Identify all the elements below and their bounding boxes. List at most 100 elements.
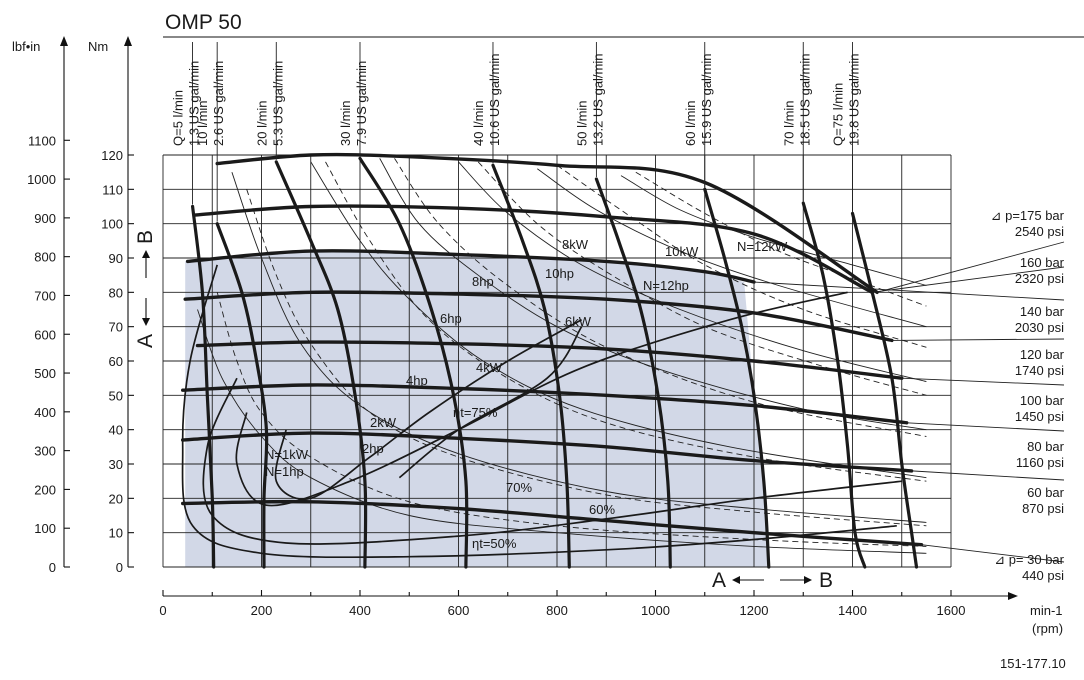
flow-label-lmin: 70 l/min — [781, 100, 796, 146]
pressure-curve — [183, 290, 894, 343]
flow-curve — [274, 160, 368, 569]
flow-label-lmin: 60 l/min — [683, 100, 698, 146]
lbf-tick-label: 500 — [34, 366, 56, 381]
power-kw-label: 6kW — [565, 314, 592, 329]
pressure-label-bar: 100 bar — [1020, 393, 1065, 408]
lbf-tick-label: 400 — [34, 405, 56, 420]
nm-tick-label: 120 — [101, 148, 123, 163]
x-axis-label: min-1 — [1030, 603, 1063, 618]
lbf-tick-label: 200 — [34, 482, 56, 497]
pressure-label-bar: 120 bar — [1020, 347, 1065, 362]
pressure-leader — [891, 338, 1065, 341]
efficiency-label: ηt=50% — [472, 536, 517, 551]
rotation-label-b-left: B — [134, 230, 157, 244]
nm-tick-label: 0 — [116, 560, 123, 575]
nm-tick-label: 50 — [109, 388, 123, 403]
lbf-tick-label: 1000 — [27, 172, 56, 187]
pressure-leader — [911, 470, 1065, 481]
nm-tick-label: 100 — [101, 217, 123, 232]
flow-curve — [191, 204, 216, 569]
pressure-label-bar: 160 bar — [1020, 255, 1065, 270]
efficiency-label: 70% — [506, 480, 532, 495]
nm-tick-label: 20 — [109, 491, 123, 506]
power-hp-label: 10hp — [545, 266, 574, 281]
pressure-curve — [215, 152, 879, 294]
flow-label-usgal: 19.8 US gal/min — [847, 54, 862, 147]
flow-label-lmin: 50 l/min — [574, 100, 589, 146]
figure-id: 151-177.10 — [1000, 656, 1066, 671]
pressure-label-psi: 1450 psi — [1015, 409, 1064, 424]
pressure-leader — [877, 241, 1065, 293]
nm-tick-label: 30 — [109, 457, 123, 472]
power-kw-curve — [477, 161, 927, 396]
lbf-tick-label: 0 — [49, 560, 56, 575]
power-hp-label: N=12hp — [643, 278, 689, 293]
lbf-tick-label: 300 — [34, 444, 56, 459]
lbf-tick-label: 800 — [34, 250, 56, 265]
pressure-curve — [181, 431, 914, 473]
flow-label-usgal: 18.5 US gal/min — [797, 54, 812, 147]
rotation-label-a-bottom: A — [712, 569, 726, 592]
x-tick-label: 400 — [349, 603, 371, 618]
flow-curve — [358, 156, 469, 569]
x-tick-label: 1600 — [937, 603, 966, 618]
x-tick-label: 0 — [159, 603, 166, 618]
power-hp-label: 2hp — [362, 441, 384, 456]
flow-label-lmin: 40 l/min — [471, 100, 486, 146]
flow-curve — [215, 222, 269, 569]
flow-label-usgal: 13.2 US gal/min — [590, 54, 605, 147]
power-hp-curve — [310, 161, 927, 479]
efficiency-label: ηt=75% — [453, 405, 498, 420]
x-tick-label: 1400 — [838, 603, 867, 618]
power-kw-label: N=1kW — [265, 447, 309, 462]
chart-title: OMP 50 — [165, 11, 242, 34]
power-hp-label: 6hp — [440, 311, 462, 326]
tick-labels: 0102030405060708090100110120010020030040… — [27, 133, 965, 618]
pressure-curve — [181, 499, 924, 547]
pressure-label-bar: 60 bar — [1027, 485, 1065, 500]
pressure-label-psi: 2030 psi — [1015, 320, 1064, 335]
flow-curve — [594, 177, 672, 569]
pressure-label-psi: 1740 psi — [1015, 363, 1064, 378]
flow-label-lmin: 30 l/min — [338, 100, 353, 146]
curves — [181, 152, 927, 569]
lbf-tick-label: 1100 — [28, 133, 56, 148]
pressure-curve — [181, 383, 909, 425]
x-axis-arrow — [1008, 592, 1018, 600]
arrow-a-left-head — [732, 576, 740, 584]
power-kw-curve — [246, 189, 927, 527]
pressure-leader — [906, 422, 1065, 432]
x-tick-label: 1200 — [740, 603, 769, 618]
x-tick-label: 800 — [546, 603, 568, 618]
power-kw-curve — [635, 171, 927, 307]
pressure-leader — [901, 377, 1065, 386]
lbf-tick-label: 700 — [34, 288, 56, 303]
power-hp-curve — [620, 175, 927, 286]
flow-label-lmin: 20 l/min — [254, 100, 269, 146]
flow-label-usgal: 7.9 US gal/min — [354, 61, 369, 146]
power-kw-label: N=12kW — [737, 239, 788, 254]
lbf-axis-arrow — [60, 36, 68, 46]
pressure-leader — [921, 544, 1065, 563]
nm-tick-label: 90 — [109, 251, 123, 266]
power-kw-label: 4kW — [476, 360, 503, 375]
pressure-label-bar: 80 bar — [1027, 439, 1065, 454]
y-axis-label-nm: Nm — [88, 39, 108, 54]
pressure-label-psi: 440 psi — [1022, 568, 1064, 583]
flow-label-usgal: 1.3 US gal/min — [187, 61, 202, 146]
power-kw-curve — [556, 164, 927, 348]
arrow-b-right-head — [804, 576, 812, 584]
arrow-b-up-head — [142, 250, 150, 258]
power-hp-curve — [458, 161, 927, 383]
efficiency-curve — [274, 319, 583, 501]
nm-tick-label: 60 — [109, 354, 123, 369]
rotation-arrows — [142, 250, 812, 584]
flow-curve — [850, 211, 919, 569]
pressure-label-psi: 870 psi — [1022, 501, 1064, 516]
nm-tick-label: 70 — [109, 320, 123, 335]
power-hp-curve — [231, 172, 927, 523]
power-hp-label: 4hp — [406, 373, 428, 388]
power-kw-label: 2kW — [370, 415, 397, 430]
